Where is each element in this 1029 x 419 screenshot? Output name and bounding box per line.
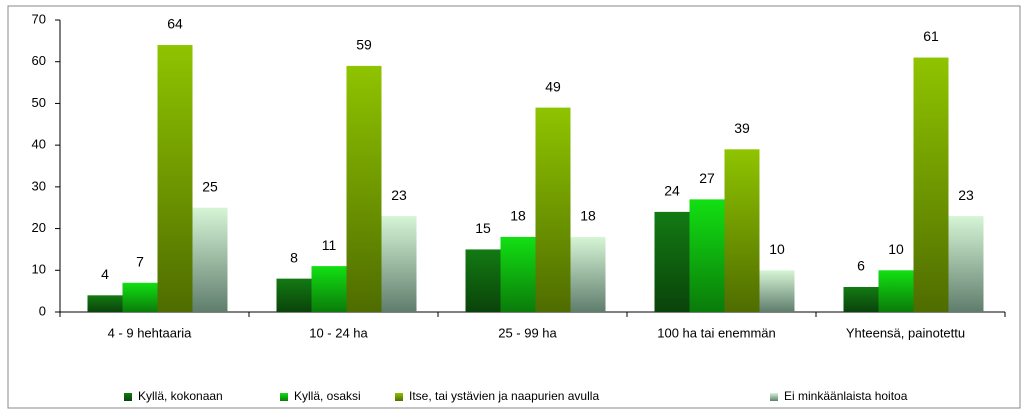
- data-label: 24: [664, 183, 680, 199]
- data-label: 18: [510, 208, 526, 224]
- bar: [346, 65, 382, 312]
- data-label: 61: [923, 28, 939, 44]
- bar: [500, 236, 536, 312]
- legend-label: Kyllä, kokonaan: [138, 389, 223, 403]
- data-label: 39: [734, 120, 750, 136]
- data-label: 6: [857, 258, 865, 274]
- bar: [311, 266, 347, 312]
- x-tick-label: 4 - 9 hehtaaria: [108, 325, 193, 340]
- data-label: 64: [167, 16, 183, 32]
- data-label: 7: [136, 254, 144, 270]
- data-label: 23: [391, 187, 407, 203]
- bar: [878, 270, 914, 312]
- x-tick-label: 25 - 99 ha: [498, 325, 557, 340]
- x-tick-label: Yhteensä, painotettu: [846, 325, 965, 340]
- x-tick-label: 10 - 24 ha: [309, 325, 368, 340]
- legend-swatch: [770, 393, 778, 401]
- data-label: 27: [699, 170, 715, 186]
- bar: [535, 107, 571, 312]
- legend-label: Kyllä, osaksi: [294, 389, 361, 403]
- chart-frame: [7, 5, 1021, 409]
- legend-swatch: [124, 393, 132, 401]
- legend-label: Itse, tai ystävien ja naapurien avulla: [409, 389, 599, 403]
- bar: [948, 216, 984, 312]
- x-tick-label: 100 ha tai enemmän: [657, 325, 776, 340]
- bar: [157, 45, 193, 313]
- data-label: 10: [769, 241, 785, 257]
- legend-swatch: [395, 393, 403, 401]
- data-label: 18: [580, 208, 596, 224]
- legend-label: Ei minkäänlaista hoitoa: [784, 389, 908, 403]
- bar: [913, 57, 949, 312]
- data-label: 25: [202, 178, 218, 194]
- y-tick-label: 30: [32, 178, 46, 193]
- y-tick-label: 60: [32, 53, 46, 68]
- y-tick-label: 50: [32, 95, 46, 110]
- data-label: 10: [888, 241, 904, 257]
- bar: [570, 236, 606, 312]
- bar: [87, 295, 123, 312]
- data-label: 15: [475, 220, 491, 236]
- y-tick-label: 0: [39, 303, 46, 318]
- data-label: 23: [958, 187, 974, 203]
- y-tick-label: 10: [32, 262, 46, 277]
- bar: [843, 286, 879, 312]
- y-tick-label: 40: [32, 137, 46, 152]
- bar: [465, 249, 501, 312]
- bar: [654, 211, 690, 312]
- bar: [122, 282, 158, 312]
- bar: [759, 270, 795, 312]
- bar: [381, 216, 417, 312]
- bar: [192, 207, 228, 312]
- bar: [276, 278, 312, 312]
- data-label: 4: [101, 266, 109, 282]
- y-tick-label: 70: [32, 11, 46, 26]
- bar: [689, 199, 725, 312]
- data-label: 11: [322, 237, 337, 253]
- bar: [724, 149, 760, 312]
- y-tick-label: 20: [32, 220, 46, 235]
- data-label: 59: [356, 37, 372, 53]
- data-label: 8: [290, 249, 298, 265]
- legend-swatch: [280, 393, 288, 401]
- data-label: 49: [545, 78, 561, 94]
